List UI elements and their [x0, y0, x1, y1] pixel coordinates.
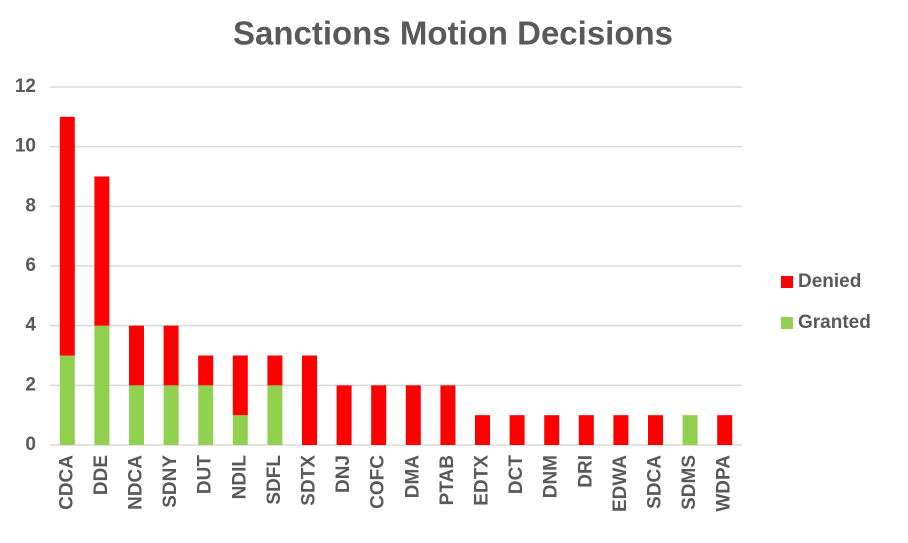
bar-segment — [475, 415, 490, 445]
bar-segment — [371, 385, 387, 445]
x-tick-label: DDE — [91, 455, 112, 495]
x-tick-label: DMA — [402, 455, 423, 499]
y-tick-label: 6 — [25, 255, 36, 276]
x-tick-label: DRI — [575, 455, 596, 488]
bar-segment — [198, 355, 214, 386]
x-tick-label: COFC — [368, 455, 389, 509]
legend-swatch — [781, 276, 793, 288]
bar-segment — [440, 385, 456, 445]
x-tick-label: CDCA — [56, 455, 77, 510]
bar-segment — [648, 415, 663, 445]
x-tick-label: DCT — [506, 455, 527, 494]
bar-segment — [405, 385, 421, 445]
x-tick-label: SDNY — [160, 455, 181, 508]
x-tick-label: DNJ — [333, 455, 354, 493]
bar-segment — [232, 355, 248, 416]
bar-segment — [94, 176, 110, 326]
chart-title: Sanctions Motion Decisions — [233, 15, 673, 52]
bar-segment — [509, 415, 525, 445]
y-tick-label: 8 — [25, 195, 36, 216]
x-tick-label: WDPA — [714, 455, 735, 512]
bar-segment — [717, 415, 733, 445]
bar-segment — [129, 325, 144, 386]
x-tick-label: SDFL — [264, 455, 285, 505]
bar-segment — [302, 355, 317, 445]
bar-segment — [163, 325, 179, 386]
x-tick-label: SDCA — [645, 455, 666, 509]
bar-segment — [267, 385, 283, 445]
bar-segment — [129, 385, 144, 445]
bar-segment — [232, 415, 248, 445]
bar-segment — [198, 385, 214, 445]
x-tick-label: EDTX — [472, 455, 493, 506]
bar-segment — [336, 385, 352, 445]
bar-segment — [59, 116, 75, 356]
y-tick-label: 12 — [15, 76, 36, 97]
x-tick-label: SDTX — [299, 455, 320, 506]
x-tick-label: EDWA — [610, 455, 631, 512]
bar-segment — [613, 415, 629, 445]
bar-segment — [544, 415, 560, 445]
x-tick-label: NDCA — [126, 455, 147, 510]
y-tick-label: 0 — [25, 434, 36, 455]
bar-segment — [163, 385, 179, 445]
bar-segment — [682, 415, 698, 445]
bar-segment — [59, 355, 75, 445]
x-tick-label: NDIL — [229, 455, 250, 500]
bar-segment — [94, 325, 110, 445]
legend-swatch — [781, 317, 793, 329]
legend-label: Denied — [798, 271, 861, 292]
y-tick-label: 4 — [25, 315, 36, 336]
x-tick-label: DNM — [541, 455, 562, 498]
x-tick-label: DUT — [195, 455, 216, 494]
x-tick-label: PTAB — [437, 455, 458, 505]
bar-segment — [578, 415, 594, 445]
x-tick-label: SDMS — [679, 455, 700, 510]
bar-segment — [267, 355, 283, 386]
legend-label: Granted — [798, 312, 871, 333]
y-tick-label: 10 — [15, 136, 36, 157]
y-tick-label: 2 — [25, 374, 36, 395]
